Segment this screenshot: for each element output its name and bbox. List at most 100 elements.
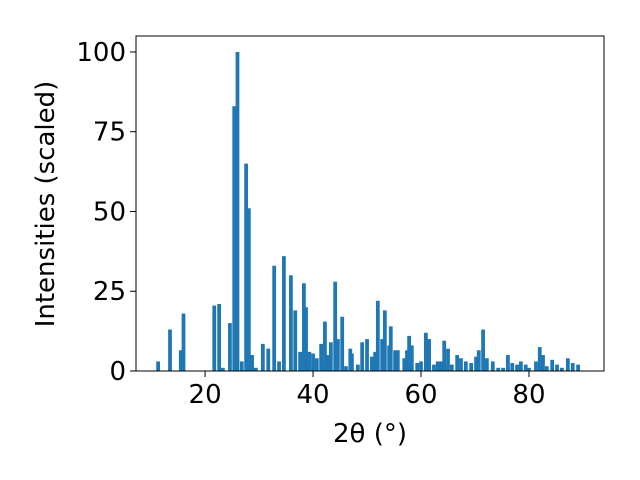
bar [350,353,354,371]
bar [476,350,481,371]
bar [484,358,489,371]
bar [409,345,414,371]
bar [393,350,397,371]
bar [490,361,495,371]
bar [289,275,293,371]
bar [298,351,302,371]
bar [323,321,327,371]
bar [370,356,374,371]
x-tick-label: 40 [297,380,330,410]
y-tick-label: 0 [109,357,126,387]
bar [555,364,559,371]
bar [217,304,222,371]
bar [544,366,549,371]
bar [515,364,519,371]
x-tick-label: 80 [512,380,545,410]
plot-frame [135,35,605,372]
bar [435,361,440,371]
bar [501,367,505,371]
bar [419,361,423,371]
bar [439,361,443,371]
x-tick-label: 20 [189,380,222,410]
bar [355,364,360,371]
bar [565,358,570,371]
bar [395,350,400,371]
bar [446,348,450,371]
bar [156,361,161,371]
bar [360,342,365,371]
bar [239,361,244,371]
bar [510,363,515,371]
bar [560,367,564,371]
bar [427,339,431,371]
bar [550,359,555,371]
bar [311,353,315,371]
bar [375,300,380,371]
bar [432,364,436,371]
bar [221,367,225,371]
bar [244,163,249,371]
bar [168,329,172,371]
bar [314,358,319,371]
x-axis-label: 2θ (°) [333,419,407,449]
bar [235,51,240,371]
bar [181,313,186,371]
bar [232,106,237,371]
bar [541,355,545,371]
bar [246,208,251,371]
bar [293,310,298,371]
bar [405,350,409,371]
bar [328,342,333,371]
bar [304,307,308,371]
bar [335,339,340,371]
bar [537,347,542,371]
bar [481,329,485,371]
bar [340,316,345,371]
bar [250,355,254,371]
bar [455,355,460,371]
bar [266,348,271,371]
bar [373,351,378,371]
bar [474,356,478,371]
bar [277,361,281,371]
bar [527,367,531,371]
bar [415,363,420,371]
bar [449,364,454,371]
bar [326,355,331,371]
y-axis-label: Intensities (scaled) [31,81,61,328]
bar [178,350,183,371]
bar [282,256,286,371]
y-tick-label: 100 [76,38,126,68]
bar [333,281,338,371]
bar [459,358,463,371]
bar [518,361,523,371]
bar [423,332,428,371]
y-tick-label: 25 [93,277,126,307]
y-tick-label: 50 [93,197,126,227]
bar [319,343,324,371]
bar [523,364,528,371]
bar [407,335,412,371]
bar [365,339,369,371]
bar [402,358,407,371]
bar [496,367,501,371]
bar [344,366,348,371]
bar [272,265,277,371]
bar [212,305,217,371]
bar [380,339,385,371]
bar [442,340,447,371]
bar [228,323,232,371]
bar [307,351,312,371]
x-tick-label: 60 [404,380,437,410]
bar [260,343,265,371]
bar [388,326,393,371]
bar [576,364,580,371]
bar [463,361,468,371]
bar [570,363,575,371]
bar [253,367,258,371]
y-tick-label: 75 [93,118,126,148]
bar [506,355,510,371]
bar [301,283,306,371]
bar [469,363,474,371]
